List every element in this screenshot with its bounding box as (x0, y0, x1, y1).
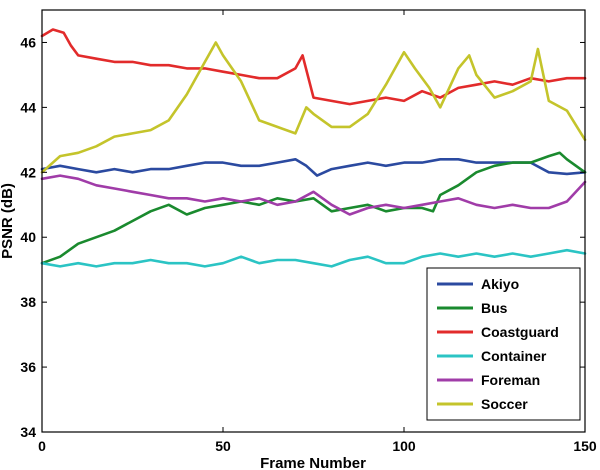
series-line-container (40, 248, 587, 268)
y-tick-label: 40 (20, 229, 36, 245)
y-tick-label: 42 (20, 164, 36, 180)
series-line-soccer (40, 41, 587, 174)
y-tick-label: 46 (20, 34, 36, 50)
y-tick-label: 38 (20, 294, 36, 310)
legend-label-foreman: Foreman (481, 372, 540, 388)
tick-layer: 0 50 100 150 34 36 38 40 42 44 46 (20, 10, 597, 454)
series-line-akiyo (40, 158, 587, 177)
series-layer (40, 28, 587, 268)
x-axis-label: Frame Number (260, 455, 366, 470)
x-tick-label: 50 (215, 438, 231, 454)
legend-label-coastguard: Coastguard (481, 324, 559, 340)
legend-box (426, 267, 581, 421)
x-tick-label: 150 (573, 438, 597, 454)
y-tick-label: 44 (20, 99, 36, 115)
plot-frame (41, 9, 586, 433)
x-tick-label: 0 (38, 438, 46, 454)
legend-label-container: Container (481, 348, 547, 364)
legend-label-akiyo: Akiyo (481, 276, 519, 292)
series-line-bus (40, 151, 587, 265)
y-tick-label: 36 (20, 359, 36, 375)
series-line-coastguard (40, 28, 587, 106)
legend-label-bus: Bus (481, 300, 508, 316)
legend: Akiyo Bus Coastguard Container Foreman Soccer (426, 267, 581, 421)
series-line-foreman (40, 174, 587, 216)
x-tick-label: 100 (392, 438, 416, 454)
y-tick-label: 34 (20, 424, 36, 440)
y-axis-label: PSNR (dB) (0, 183, 16, 259)
legend-label-soccer: Soccer (481, 396, 528, 412)
